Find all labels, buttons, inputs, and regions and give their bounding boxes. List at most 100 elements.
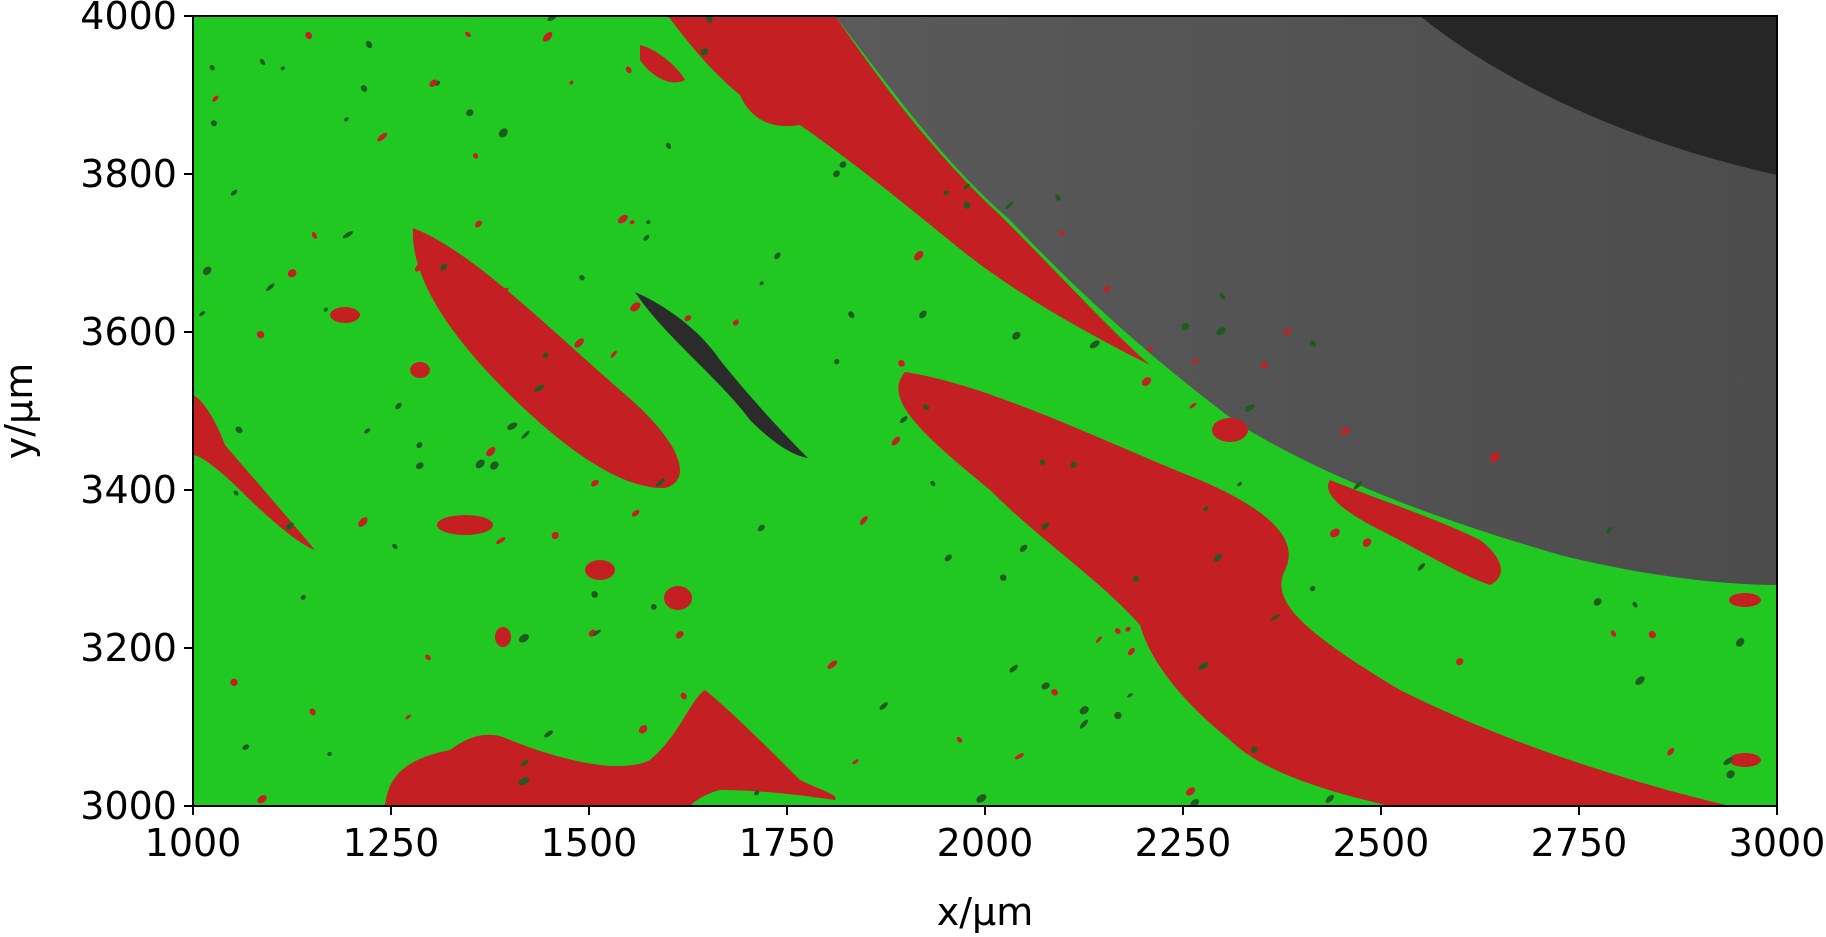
pore [680,692,687,700]
pore [963,201,971,209]
pore [242,744,250,751]
pore [474,220,482,228]
lacuna [410,362,430,378]
pore [999,574,1007,581]
pore [230,678,238,686]
pore [309,708,316,716]
y-axis: 3000 3200 3400 3600 3800 4000 [80,0,193,828]
pore [569,80,574,85]
pore [774,252,781,260]
pore [1635,676,1645,685]
pore [1244,404,1255,412]
pore [1055,194,1061,201]
pore [496,537,506,544]
pore [1185,787,1196,796]
pore [1125,626,1131,632]
x-tick-label: 2000 [937,821,1034,865]
pore [963,183,970,190]
pore [1181,322,1189,331]
pore [1490,452,1500,463]
pore [610,350,617,358]
pore [579,275,585,281]
pore [266,283,275,292]
pore [1198,662,1209,670]
pore [852,759,859,765]
pore [833,170,840,178]
pore [827,660,838,669]
pore [1009,664,1018,673]
pore [305,31,313,40]
pore [1309,585,1316,592]
pore [395,402,402,410]
x-tick-label: 2500 [1333,821,1430,865]
pore [1456,658,1464,666]
pore [1133,575,1140,582]
pore [591,591,598,598]
pore [859,516,868,525]
pore [914,250,924,261]
pore [684,315,692,322]
pore [1726,770,1735,779]
pore [1270,614,1281,621]
pore [1610,630,1617,637]
pore [1103,285,1111,293]
lacuna [664,586,692,610]
pore [534,384,545,392]
x-tick-label: 1500 [541,821,638,865]
x-tick-label: 1750 [739,821,836,865]
pore [1041,522,1050,530]
pore [759,281,764,286]
pore [1251,722,1258,729]
pore [656,478,665,487]
pore [732,319,739,326]
pore [1114,711,1122,720]
pore [1127,647,1135,656]
pore [1260,666,1269,674]
pore [551,531,559,540]
pore [879,702,888,710]
pore [1309,340,1317,347]
pore [300,594,306,600]
pore [1087,501,1097,511]
pore [210,120,217,127]
lacuna [1729,593,1761,607]
pore [342,231,354,239]
pore [930,480,936,487]
y-tick-label: 4000 [80,0,177,38]
crack [635,292,808,458]
pore [533,393,540,400]
pore [542,352,549,358]
pore [834,358,840,365]
pore [344,117,349,122]
pore [757,524,765,532]
pore [1353,480,1363,490]
pore [202,266,212,276]
pore [839,161,847,168]
pore [650,603,657,610]
pore [1189,402,1197,409]
pore [287,269,297,278]
pore [1114,628,1121,635]
pore [1261,362,1268,369]
pore [1252,528,1263,537]
x-tick-label: 1000 [145,821,242,865]
pore [257,795,267,804]
pore [364,428,371,434]
canal-right-streak [1328,480,1501,585]
pore [1251,746,1258,754]
pore [1309,665,1318,674]
pore [1019,544,1028,552]
pore [898,360,905,367]
canal-top-blob [640,45,685,83]
lacuna [1212,418,1248,442]
pore [1219,292,1226,300]
pore [754,790,760,796]
pore [631,509,640,517]
pore [1606,526,1613,534]
pore [490,461,499,470]
cavity-region [835,16,1777,585]
cavity-dark-region [1420,16,1777,175]
y-tick-label: 3400 [80,468,177,512]
pore [377,132,388,142]
